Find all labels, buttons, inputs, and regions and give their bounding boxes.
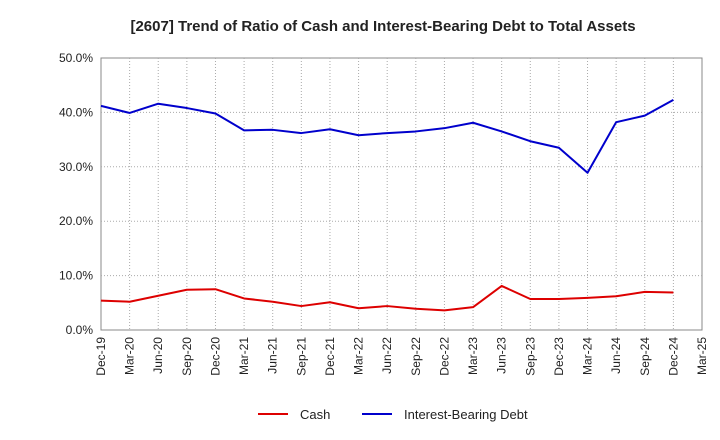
x-tick-label: Dec-24 <box>666 337 680 376</box>
y-tick-label: 0.0% <box>66 323 94 337</box>
x-tick-label: Mar-24 <box>581 337 595 375</box>
plot-area <box>100 57 703 331</box>
x-tick-label: Sep-20 <box>180 337 194 376</box>
grid-layer <box>100 57 703 331</box>
y-tick-label: 10.0% <box>59 269 93 283</box>
x-tick-label: Dec-19 <box>94 337 108 376</box>
chart-title: [2607] Trend of Ratio of Cash and Intere… <box>130 18 635 35</box>
x-tick-label: Sep-24 <box>638 337 652 376</box>
axes-layer: 0.0% 10.0% 20.0% 30.0% 40.0% 50.0% Dec-19 Mar-2… <box>59 51 709 376</box>
series-layer <box>100 99 674 312</box>
x-tick-label: Sep-22 <box>409 337 423 376</box>
legend-label-cash: Cash <box>300 407 330 422</box>
x-tick-label: Jun-24 <box>609 337 623 374</box>
x-tick-label: Mar-22 <box>352 337 366 375</box>
x-tick-label: Mar-20 <box>123 337 137 375</box>
series-line-interest-bearing-debt <box>100 99 674 174</box>
x-tick-label: Jun-20 <box>151 337 165 374</box>
x-tick-label: Dec-21 <box>323 337 337 376</box>
legend-label-interest-bearing-debt: Interest-Bearing Debt <box>404 407 528 422</box>
x-tick-label: Mar-25 <box>695 337 709 375</box>
x-tick-label: Jun-21 <box>266 337 280 374</box>
series-line-cash <box>100 284 674 312</box>
x-tick-label: Mar-23 <box>466 337 480 375</box>
x-tick-label: Dec-22 <box>437 337 451 376</box>
y-tick-label: 30.0% <box>59 160 93 174</box>
y-tick-label: 20.0% <box>59 214 93 228</box>
x-tick-label: Dec-20 <box>208 337 222 376</box>
x-tick-label: Mar-21 <box>237 337 251 375</box>
x-tick-label: Dec-23 <box>552 337 566 376</box>
legend: Cash Interest-Bearing Debt <box>258 407 528 422</box>
y-tick-label: 40.0% <box>59 105 93 119</box>
x-tick-label: Jun-22 <box>380 337 394 374</box>
x-tick-label: Jun-23 <box>495 337 509 374</box>
x-tick-label: Sep-23 <box>523 337 537 376</box>
x-tick-label: Sep-21 <box>294 337 308 376</box>
y-tick-label: 50.0% <box>59 51 93 65</box>
